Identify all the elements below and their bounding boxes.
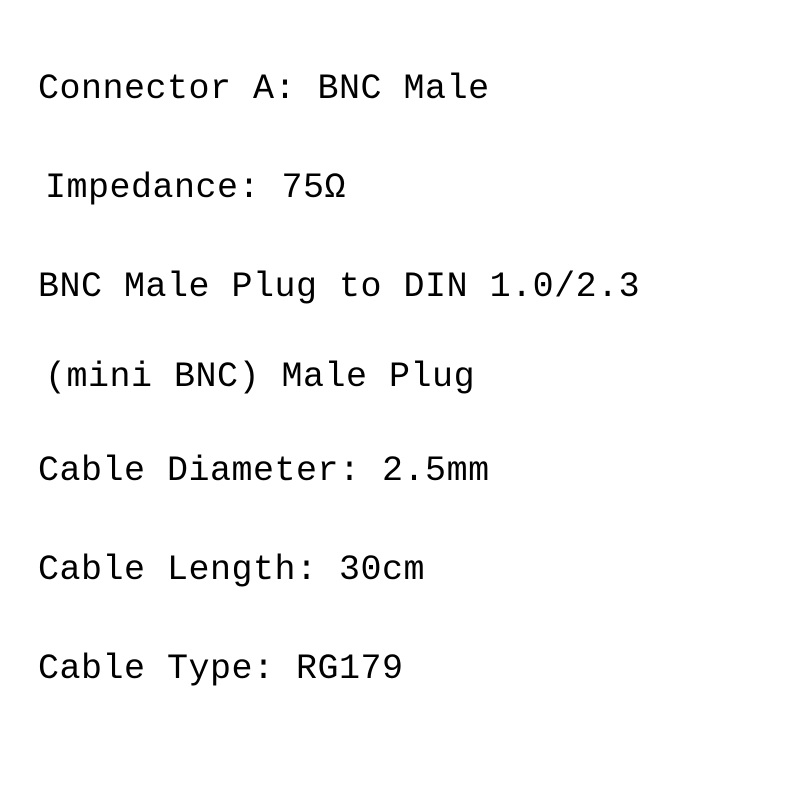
cable-length-line: Cable Length: 30cm: [38, 549, 800, 591]
impedance-line: Impedance: 75Ω: [38, 167, 800, 209]
cable-type-line: Cable Type: RG179: [38, 648, 800, 690]
spec-list: Connector A: BNC Male Impedance: 75Ω BNC…: [0, 0, 800, 690]
description-line-2: (mini BNC) Male Plug: [38, 356, 800, 398]
description-line-1: BNC Male Plug to DIN 1.0/2.3: [38, 266, 800, 308]
cable-diameter-line: Cable Diameter: 2.5mm: [38, 450, 800, 492]
connector-a-line: Connector A: BNC Male: [38, 68, 800, 110]
